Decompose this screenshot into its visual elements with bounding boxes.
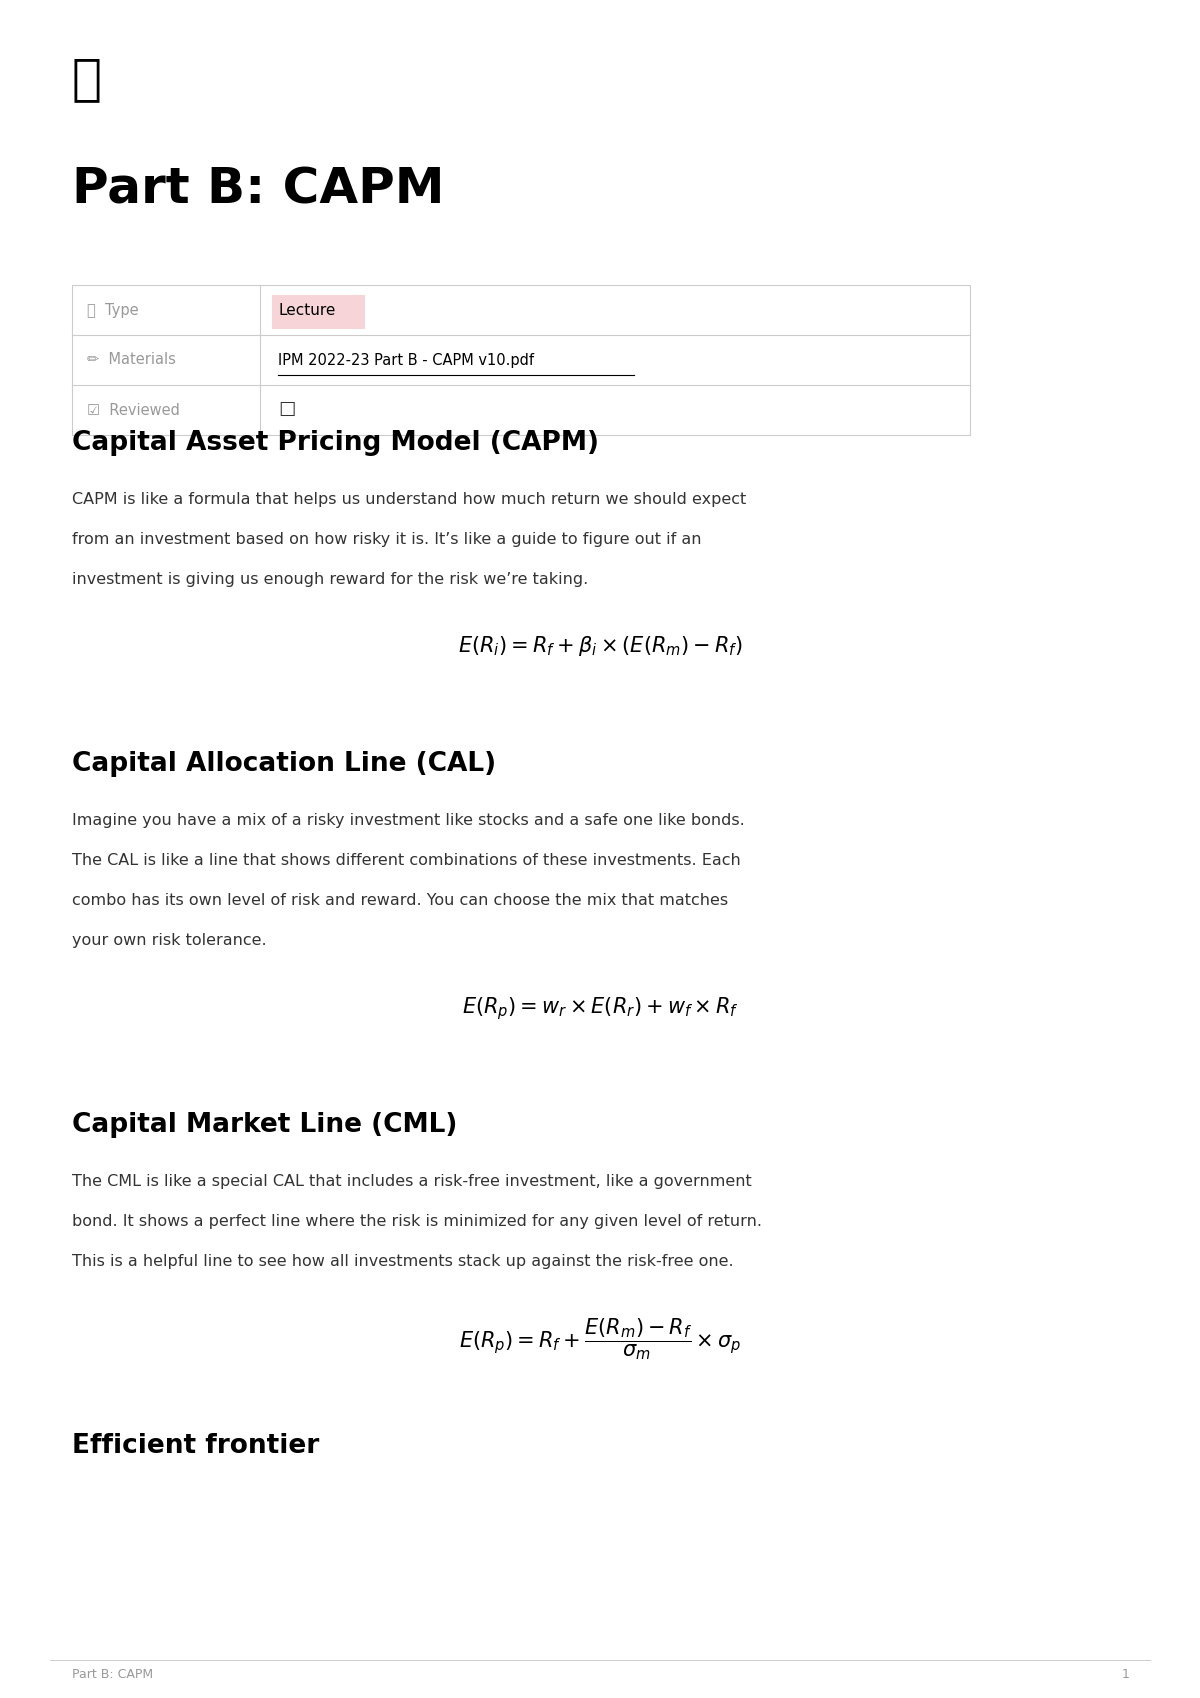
Text: your own risk tolerance.: your own risk tolerance. — [72, 932, 266, 947]
Text: Efficient frontier: Efficient frontier — [72, 1433, 319, 1459]
Text: CAPM is like a formula that helps us understand how much return we should expect: CAPM is like a formula that helps us und… — [72, 492, 746, 508]
Text: Capital Asset Pricing Model (CAPM): Capital Asset Pricing Model (CAPM) — [72, 430, 599, 457]
Text: Lecture: Lecture — [278, 302, 335, 318]
Text: ✏  Materials: ✏ Materials — [88, 353, 176, 367]
Text: ☐: ☐ — [278, 401, 295, 419]
Text: IPM 2022-23 Part B - CAPM v10.pdf: IPM 2022-23 Part B - CAPM v10.pdf — [278, 353, 534, 367]
Text: Capital Market Line (CML): Capital Market Line (CML) — [72, 1112, 457, 1138]
Text: This is a helpful line to see how all investments stack up against the risk-free: This is a helpful line to see how all in… — [72, 1255, 733, 1268]
Text: $E(R_p) = w_r \times E(R_r) + w_f \times R_f$: $E(R_p) = w_r \times E(R_r) + w_f \times… — [462, 995, 738, 1022]
Text: The CML is like a special CAL that includes a risk-free investment, like a gover: The CML is like a special CAL that inclu… — [72, 1173, 751, 1189]
Text: 1: 1 — [1122, 1667, 1130, 1681]
Text: investment is giving us enough reward for the risk we’re taking.: investment is giving us enough reward fo… — [72, 572, 588, 588]
Text: ☑  Reviewed: ☑ Reviewed — [88, 402, 180, 418]
Text: $E(R_i) = R_f + \beta_i \times (E(R_m) - R_f)$: $E(R_i) = R_f + \beta_i \times (E(R_m) -… — [457, 633, 743, 659]
Text: Capital Allocation Line (CAL): Capital Allocation Line (CAL) — [72, 751, 496, 778]
Text: Part B: CAPM: Part B: CAPM — [72, 1667, 154, 1681]
Text: Part B: CAPM: Part B: CAPM — [72, 165, 444, 212]
FancyBboxPatch shape — [72, 285, 970, 435]
Text: Imagine you have a mix of a risky investment like stocks and a safe one like bon: Imagine you have a mix of a risky invest… — [72, 813, 745, 829]
Text: bond. It shows a perfect line where the risk is minimized for any given level of: bond. It shows a perfect line where the … — [72, 1214, 762, 1229]
Text: The CAL is like a line that shows different combinations of these investments. E: The CAL is like a line that shows differ… — [72, 852, 740, 868]
Text: $E(R_p) = R_f + \dfrac{E(R_m) - R_f}{\sigma_m} \times \sigma_p$: $E(R_p) = R_f + \dfrac{E(R_m) - R_f}{\si… — [458, 1316, 742, 1362]
Text: from an investment based on how risky it is. It’s like a guide to figure out if : from an investment based on how risky it… — [72, 531, 702, 547]
Text: ⦿  Type: ⦿ Type — [88, 302, 139, 318]
Text: ⛳: ⛳ — [72, 54, 102, 104]
Text: combo has its own level of risk and reward. You can choose the mix that matches: combo has its own level of risk and rewa… — [72, 893, 728, 908]
FancyBboxPatch shape — [272, 295, 365, 329]
